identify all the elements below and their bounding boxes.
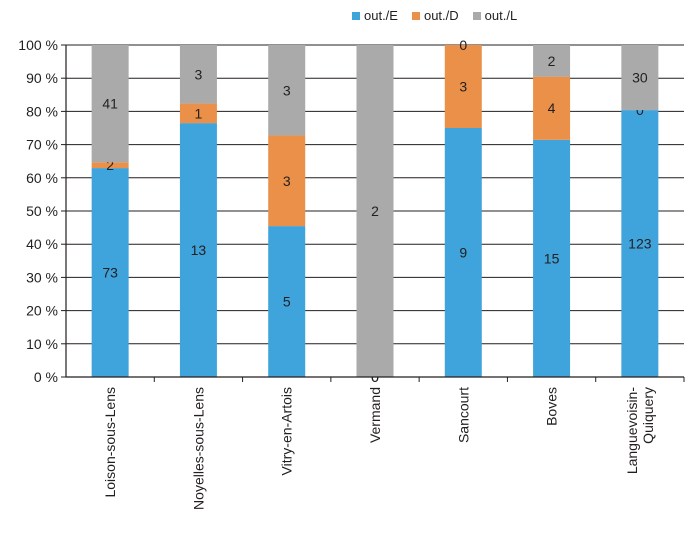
bar-segment <box>179 45 217 104</box>
data-label: 2 <box>371 203 379 219</box>
bar-segment <box>268 226 306 377</box>
legend-label-out-d: out./D <box>423 8 459 23</box>
data-label: 1 <box>195 105 203 121</box>
data-label: 13 <box>191 242 207 258</box>
bar-segment <box>621 45 659 111</box>
y-tick-label: 80 % <box>26 103 58 119</box>
x-tick-label: Languevoisin-Quiquery <box>624 387 656 475</box>
x-tick-label: Sancourt <box>455 387 471 443</box>
bar-segment <box>533 139 571 377</box>
bar-segment <box>91 162 129 169</box>
data-label: 9 <box>459 245 467 261</box>
y-tick-label: 100 % <box>18 37 58 53</box>
bar-segment <box>444 45 482 128</box>
bar-segment <box>179 123 217 377</box>
bar-segment <box>444 128 482 377</box>
bar-segment <box>268 45 306 136</box>
x-tick-label: Noyelles-sous-Lens <box>190 387 206 510</box>
legend-label-out-l: out./L <box>484 8 518 23</box>
x-tick-label: Vitry-en-Artois <box>279 387 295 475</box>
bar-segment <box>179 103 217 124</box>
legend-item-out-d: out./D <box>411 8 459 23</box>
bar-segment <box>356 45 394 377</box>
bar-segment <box>268 135 306 227</box>
y-tick-label: 50 % <box>26 203 58 219</box>
x-tick-label: Loison-sous-Lens <box>102 387 118 498</box>
bar-segment <box>533 45 571 77</box>
y-tick-label: 30 % <box>26 269 58 285</box>
data-label: 3 <box>283 82 291 98</box>
legend-swatch-out-e <box>352 11 360 20</box>
y-tick-label: 60 % <box>26 170 58 186</box>
data-label: 15 <box>544 250 560 266</box>
bar-segment <box>533 76 571 140</box>
y-tick-label: 20 % <box>26 303 58 319</box>
data-label: 3 <box>459 79 467 95</box>
data-label: 41 <box>102 96 118 112</box>
data-label: 0 <box>459 37 467 53</box>
y-tick-label: 90 % <box>26 70 58 86</box>
legend-item-out-l: out./L <box>472 8 518 23</box>
data-label: 73 <box>102 265 118 281</box>
data-label: 123 <box>628 236 652 252</box>
y-tick-label: 0 % <box>34 369 58 385</box>
data-label: 4 <box>548 100 556 116</box>
bar-segment <box>91 168 129 377</box>
chart-legend: out./E out./D out./L <box>352 8 517 23</box>
y-tick-label: 10 % <box>26 336 58 352</box>
y-tick-label: 40 % <box>26 236 58 252</box>
x-tick-label: Vermand <box>367 387 383 443</box>
data-label: 2 <box>106 157 114 173</box>
data-label: 3 <box>283 173 291 189</box>
data-label: 5 <box>283 294 291 310</box>
data-label: 3 <box>195 66 203 82</box>
data-label: 30 <box>632 70 648 86</box>
legend-swatch-out-d <box>411 11 420 20</box>
bar-segment <box>621 110 659 378</box>
bar-segment <box>91 45 129 163</box>
data-label: 2 <box>548 53 556 69</box>
x-tick-label: Boves <box>544 387 560 426</box>
legend-swatch-out-l <box>472 11 481 20</box>
y-tick-label: 70 % <box>26 137 58 153</box>
legend-label-out-e: out./E <box>364 8 398 23</box>
legend-item-out-e: out./E <box>352 8 398 23</box>
